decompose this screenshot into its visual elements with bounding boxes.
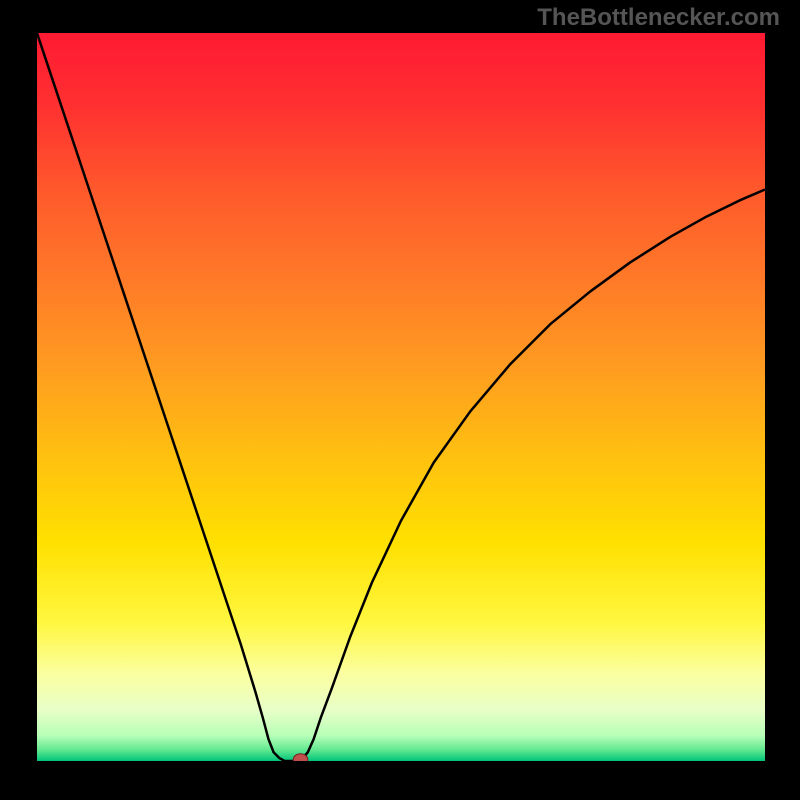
watermark-text: TheBottlenecker.com <box>537 4 780 32</box>
chart-container: TheBottlenecker.com <box>0 0 800 800</box>
gradient-background <box>37 33 765 761</box>
bottleneck-curve-chart <box>37 33 765 761</box>
optimum-marker <box>293 754 308 761</box>
